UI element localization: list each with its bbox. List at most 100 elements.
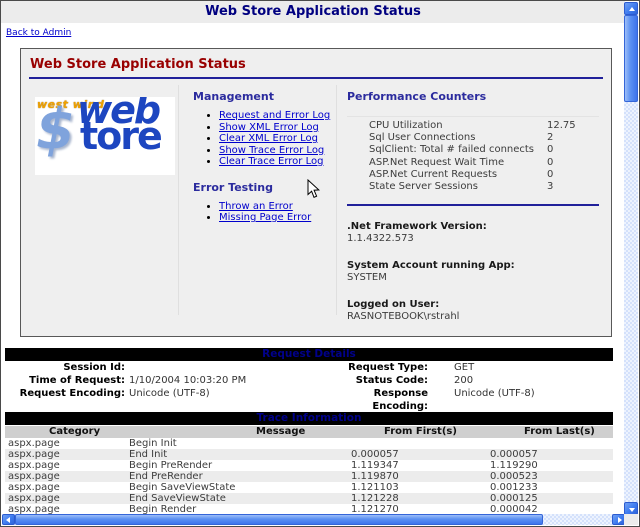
counter-row: SqlClient: Total # failed connects 0 — [347, 144, 599, 156]
detail-value: GET — [454, 362, 475, 373]
framework-version-block: .Net Framework Version: 1.1.4322.573 — [347, 221, 599, 245]
page-content: Web Store Application Status Back to Adm… — [1, 1, 625, 517]
detail-label: Response Encoding: — [372, 388, 428, 412]
performance-counters-heading: Performance Counters — [347, 90, 487, 103]
horizontal-scrollbar-thumb[interactable] — [15, 514, 543, 525]
detail-value: 1/10/2004 10:03:20 PM — [129, 375, 247, 386]
management-heading: Management — [193, 90, 274, 103]
web-store-logo: west wind web $ tore — [35, 97, 175, 175]
counter-value: 0 — [547, 156, 554, 168]
table-row: aspx.page End Init 0.000057 0.000057 — [5, 449, 613, 460]
info-label: System Account running App: — [347, 260, 515, 272]
request-details-section: Request Details Session Id: Request Type… — [5, 348, 613, 413]
counter-row: CPU Utilization 12.75 — [347, 120, 599, 132]
performance-column: Performance Counters CPU Utilization 12.7… — [337, 85, 603, 322]
horizontal-scrollbar[interactable] — [2, 514, 625, 525]
counter-value: 3 — [547, 181, 554, 193]
detail-label: Time of Request: — [29, 375, 125, 386]
list-item: Throw an Error — [219, 201, 336, 213]
logged-on-user-block: Logged on User: RASNOTEBOOK\rstrahl — [347, 299, 599, 323]
list-item: Show Trace Error Log — [219, 145, 336, 157]
logo-westwind-text: west wind — [37, 98, 105, 111]
detail-label: Session Id: — [63, 362, 125, 373]
detail-label: Status Code: — [355, 375, 428, 386]
request-and-error-log-link[interactable]: Request and Error Log — [219, 110, 331, 121]
detail-value: Unicode (UTF-8) — [454, 388, 535, 399]
show-xml-error-log-link[interactable]: Show XML Error Log — [219, 121, 319, 133]
table-row: aspx.page End PreRender 1.119870 0.000523 — [5, 471, 613, 482]
clear-trace-error-log-link[interactable]: Clear Trace Error Log — [219, 156, 324, 167]
throw-an-error-link[interactable]: Throw an Error — [219, 200, 293, 212]
list-item: Request and Error Log — [219, 110, 336, 122]
request-details-header: Request Details — [5, 348, 613, 361]
column-header: From Last(s) — [524, 426, 595, 437]
detail-row: Session Id: Request Type: GET — [5, 361, 613, 374]
scrollbar-corner — [624, 514, 638, 525]
divider — [347, 204, 599, 207]
logo-tore-text: tore — [80, 114, 163, 158]
counter-value: 0 — [547, 144, 554, 156]
clear-xml-error-log-link[interactable]: Clear XML Error Log — [219, 133, 318, 144]
scroll-left-icon[interactable] — [2, 514, 15, 525]
error-testing-heading: Error Testing — [193, 180, 273, 194]
counter-row: ASP.Net Request Wait Time 0 — [347, 157, 599, 169]
table-row: aspx.page Begin PreRender 1.119347 1.119290 — [5, 460, 613, 471]
panel-title: Web Store Application Status — [30, 57, 246, 72]
detail-label: Request Encoding: — [19, 388, 125, 399]
info-label: .Net Framework Version: — [347, 221, 487, 233]
list-item: Clear XML Error Log — [219, 133, 336, 145]
vertical-scrollbar[interactable] — [624, 2, 638, 515]
column-header: Message — [256, 426, 306, 437]
error-testing-links: Throw an Error Missing Page Error — [193, 201, 336, 224]
logo-dollar-icon: $ — [36, 97, 75, 162]
scroll-up-icon[interactable] — [624, 2, 638, 15]
info-value: RASNOTEBOOK\rstrahl — [347, 311, 460, 323]
detail-value: Unicode (UTF-8) — [129, 388, 210, 399]
info-value: 1.1.4322.573 — [347, 233, 414, 245]
list-item: Clear Trace Error Log — [219, 156, 336, 168]
logo-web-text: web — [77, 97, 161, 132]
counter-label: ASP.Net Current Requests — [369, 168, 498, 180]
list-item: Missing Page Error — [219, 212, 336, 224]
counter-label: Sql User Connections — [369, 132, 476, 144]
missing-page-error-link[interactable]: Missing Page Error — [219, 212, 312, 223]
counter-label: ASP.Net Request Wait Time — [369, 156, 505, 168]
management-links: Request and Error Log Show XML Error Log… — [193, 110, 336, 168]
detail-value — [125, 361, 348, 374]
scroll-down-icon[interactable] — [624, 502, 638, 515]
counter-value: 12.75 — [547, 120, 576, 131]
back-to-admin-link[interactable]: Back to Admin — [6, 28, 72, 38]
column-header: Category — [49, 426, 101, 437]
vertical-scrollbar-thumb[interactable] — [624, 15, 638, 102]
counter-row: ASP.Net Current Requests 0 — [347, 169, 599, 181]
table-row: aspx.page Begin Init — [5, 438, 613, 449]
counter-value: 2 — [547, 132, 554, 144]
info-label: Logged on User: — [347, 299, 440, 311]
detail-row: Time of Request: 1/10/2004 10:03:20 PM S… — [5, 374, 613, 387]
page-title: Web Store Application Status — [1, 1, 625, 23]
system-account-block: System Account running App: SYSTEM — [347, 260, 599, 284]
list-item: Show XML Error Log — [219, 122, 336, 134]
counter-value: 0 — [547, 168, 554, 180]
info-value: SYSTEM — [347, 272, 387, 284]
counter-row: State Server Sessions 3 — [347, 181, 599, 193]
table-row: aspx.page Begin SaveViewState 1.121103 0.00… — [5, 482, 613, 493]
counter-label: CPU Utilization — [369, 120, 443, 131]
management-column: Management Request and Error Log Show XM… — [179, 85, 337, 315]
trace-information-section: Trace Information Category Message From … — [5, 412, 613, 517]
trace-information-header: Trace Information — [5, 412, 613, 425]
logo-column: west wind web $ tore — [29, 85, 179, 315]
counter-label: SqlClient: Total # failed connects — [369, 144, 535, 156]
trace-table-header: Category Message From First(s) From Last… — [5, 426, 613, 438]
divider — [29, 77, 603, 79]
table-row: aspx.page End SaveViewState 1.121228 0.0001… — [5, 493, 613, 504]
detail-row: Request Encoding: Unicode (UTF-8) Respon… — [5, 387, 613, 413]
detail-label: Request Type: — [348, 362, 428, 373]
counter-row: Sql User Connections 2 — [347, 132, 599, 144]
table-row: aspx.page Begin Render 1.121270 0.000042 — [5, 504, 613, 515]
detail-value: 200 — [454, 375, 474, 386]
counter-label: State Server Sessions — [369, 181, 478, 193]
show-trace-error-log-link[interactable]: Show Trace Error Log — [219, 144, 325, 156]
status-panel: Web Store Application Status west wind w… — [20, 48, 612, 337]
